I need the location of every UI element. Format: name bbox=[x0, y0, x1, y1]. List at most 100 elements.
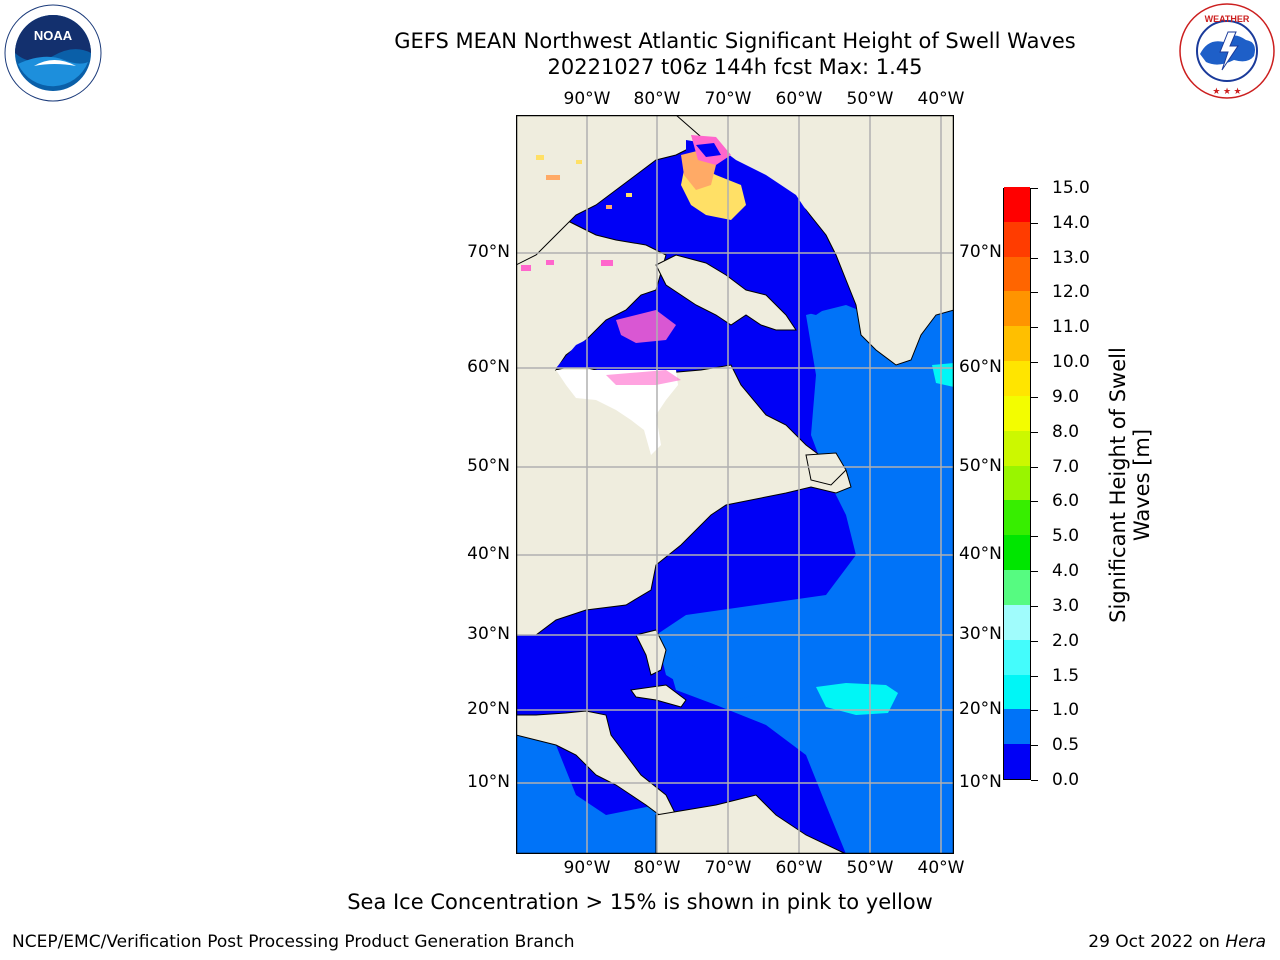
lat-label-left: 70°N bbox=[467, 242, 510, 262]
colorbar-tick-label: 1.5 bbox=[1052, 665, 1080, 686]
colorbar-tick bbox=[1031, 327, 1038, 329]
map-grid bbox=[516, 115, 954, 854]
noaa-logo-text: NOAA bbox=[34, 28, 73, 43]
colorbar-segment bbox=[1004, 743, 1030, 779]
lat-label-right: 60°N bbox=[959, 357, 1002, 377]
colorbar-tick bbox=[1031, 536, 1038, 538]
map-panel bbox=[516, 115, 954, 854]
lat-label-left: 10°N bbox=[467, 772, 510, 792]
lat-label-right: 10°N bbox=[959, 772, 1002, 792]
colorbar-tick-label: 6.0 bbox=[1052, 491, 1080, 512]
colorbar-tick-label: 4.0 bbox=[1052, 561, 1080, 582]
noaa-logo: NOAA bbox=[4, 4, 102, 102]
colorbar bbox=[1003, 186, 1031, 780]
svg-text:★ ★ ★: ★ ★ ★ bbox=[1212, 86, 1241, 96]
sea-ice-foxe bbox=[606, 370, 681, 385]
lon-label-top: 90°W bbox=[563, 89, 611, 109]
swell-zone-0.5-1m bbox=[656, 305, 954, 854]
chart-subtitle: 20221027 t06z 144h fcst Max: 1.45 bbox=[547, 55, 923, 79]
chart-title: GEFS MEAN Northwest Atlantic Significant… bbox=[394, 29, 1076, 53]
colorbar-segment bbox=[1004, 639, 1030, 675]
colorbar-tick-label: 9.0 bbox=[1052, 386, 1080, 407]
colorbar-segment bbox=[1004, 290, 1030, 327]
colorbar-tick-label: 8.0 bbox=[1052, 421, 1080, 442]
colorbar-tick-label: 1.0 bbox=[1052, 700, 1080, 721]
lat-label-left: 20°N bbox=[467, 699, 510, 719]
colorbar-tick bbox=[1031, 292, 1038, 294]
lat-label-right: 70°N bbox=[959, 242, 1002, 262]
lat-label-right: 30°N bbox=[959, 624, 1002, 644]
colorbar-tick bbox=[1031, 675, 1038, 677]
colorbar-tick bbox=[1031, 571, 1038, 573]
colorbar-tick bbox=[1031, 501, 1038, 503]
map-frame bbox=[516, 115, 954, 854]
colorbar-tick-label: 15.0 bbox=[1052, 178, 1090, 198]
land-florida bbox=[635, 629, 667, 676]
colorbar-tick bbox=[1031, 780, 1038, 781]
colorbar-tick-label: 5.0 bbox=[1052, 526, 1080, 547]
colorbar-tick-label: 12.0 bbox=[1052, 282, 1090, 303]
colorbar-tick bbox=[1031, 362, 1038, 364]
colorbar-segment bbox=[1004, 186, 1030, 222]
swell-zone-0.5-1m-south bbox=[516, 735, 676, 854]
colorbar-segment bbox=[1004, 604, 1030, 640]
colorbar-segment bbox=[1004, 534, 1030, 571]
lat-label-left: 50°N bbox=[467, 456, 510, 476]
footer-date: 29 Oct 2022 on Hera bbox=[1088, 932, 1266, 952]
colorbar-tick bbox=[1031, 466, 1038, 468]
lat-label-right: 40°N bbox=[959, 544, 1002, 564]
footer-machine: Hera bbox=[1225, 932, 1266, 952]
colorbar-segment bbox=[1004, 674, 1030, 710]
colorbar-segment bbox=[1004, 430, 1030, 466]
lat-label-right: 50°N bbox=[959, 456, 1002, 476]
footer-organization: NCEP/EMC/Verification Post Processing Pr… bbox=[12, 932, 575, 952]
colorbar-segment bbox=[1004, 569, 1030, 605]
swell-zone-0.5-1m-carib bbox=[666, 655, 756, 705]
land-cuba bbox=[630, 684, 687, 708]
colorbar-tick bbox=[1031, 188, 1038, 189]
colorbar-tick-label: 13.0 bbox=[1052, 247, 1090, 268]
colorbar-tick-label: 10.0 bbox=[1052, 352, 1090, 373]
colorbar-tick bbox=[1031, 640, 1038, 642]
colorbar-segment bbox=[1004, 708, 1030, 745]
svg-text:WEATHER: WEATHER bbox=[1205, 14, 1250, 24]
colorbar-segment bbox=[1004, 465, 1030, 501]
colorbar-segment bbox=[1004, 360, 1030, 396]
lon-label-top: 50°W bbox=[846, 89, 894, 109]
colorbar-tick bbox=[1031, 605, 1038, 607]
lon-label-top: 80°W bbox=[633, 89, 681, 109]
colorbar-tick bbox=[1031, 257, 1038, 259]
colorbar-tick-label: 2.0 bbox=[1052, 630, 1080, 651]
colorbar-segment bbox=[1004, 256, 1030, 292]
swell-zone-1-1.5m-ne bbox=[932, 363, 954, 387]
colorbar-tick bbox=[1031, 431, 1038, 433]
colorbar-tick-label: 3.0 bbox=[1052, 595, 1080, 616]
colorbar-segment bbox=[1004, 395, 1030, 431]
colorbar-tick-label: 14.0 bbox=[1052, 212, 1090, 233]
sea-ice-hudson bbox=[616, 310, 676, 343]
land-north-america bbox=[516, 115, 852, 636]
sea-ice-ocean-patch bbox=[696, 143, 721, 157]
colorbar-segment bbox=[1004, 499, 1030, 536]
land-baffin bbox=[655, 254, 797, 331]
colorbar-tick-label: 7.0 bbox=[1052, 456, 1080, 477]
colorbar-tick-label: 0.0 bbox=[1052, 770, 1080, 790]
lon-label-top: 70°W bbox=[704, 89, 752, 109]
lat-label-left: 60°N bbox=[467, 357, 510, 377]
colorbar-tick bbox=[1031, 222, 1038, 224]
sea-ice-caption: Sea Ice Concentration > 15% is shown in … bbox=[347, 890, 933, 914]
colorbar-tick-label: 0.5 bbox=[1052, 735, 1080, 756]
lon-label-top: 40°W bbox=[917, 89, 965, 109]
swell-zone-1-1.5m bbox=[816, 683, 898, 715]
footer-date-text: 29 Oct 2022 on bbox=[1088, 932, 1226, 952]
lon-label-top: 60°W bbox=[775, 89, 823, 109]
lat-label-left: 40°N bbox=[467, 544, 510, 564]
colorbar-label: Significant Height of Swell Waves [m] bbox=[1106, 347, 1154, 623]
lon-label-bottom: 70°W bbox=[704, 858, 752, 878]
lon-label-bottom: 50°W bbox=[846, 858, 894, 878]
lat-label-right: 20°N bbox=[959, 699, 1002, 719]
colorbar-tick bbox=[1031, 396, 1038, 398]
nws-logo: WEATHER ★ ★ ★ bbox=[1178, 2, 1276, 100]
colorbar-tick bbox=[1031, 745, 1038, 747]
lon-label-bottom: 60°W bbox=[775, 858, 823, 878]
